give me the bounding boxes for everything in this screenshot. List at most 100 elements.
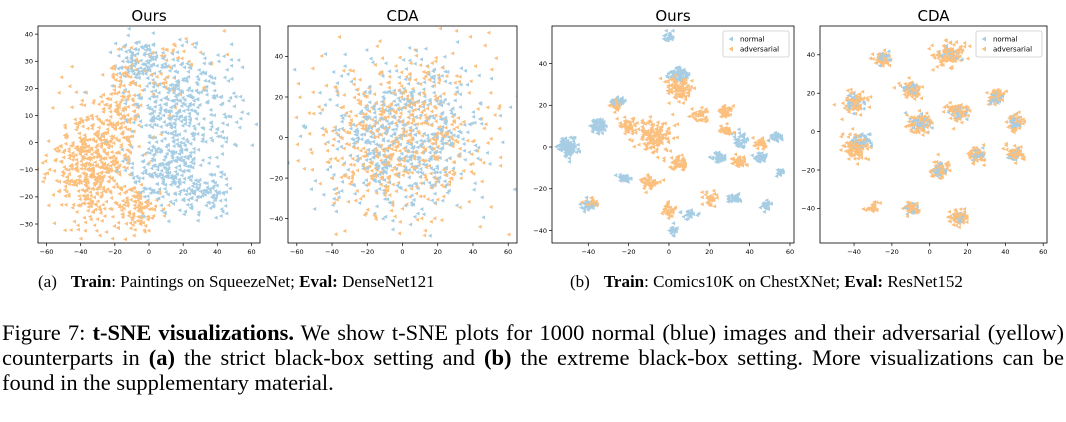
scatter-point-normal	[154, 123, 159, 128]
scatter-point-normal	[158, 124, 163, 129]
scatter-point-normal	[183, 118, 187, 123]
scatter-point-normal	[477, 101, 482, 105]
scatter-point-normal	[397, 99, 402, 103]
scatter-point-adversarial	[221, 28, 226, 33]
scatter-point-normal	[410, 146, 414, 151]
scatter-point-adversarial	[97, 118, 101, 123]
scatter-point-adversarial	[683, 77, 688, 82]
scatter-point-adversarial	[700, 195, 704, 200]
scatter-point-normal	[412, 61, 417, 66]
scatter-point-adversarial	[75, 145, 79, 150]
scatter-point-normal	[180, 158, 184, 163]
scatter-point-adversarial	[128, 226, 133, 231]
scatter-point-normal	[208, 136, 213, 141]
plot-b-ours: Ours −40 −20 0 20 40 60 −40 −20 0 20 40 normal advers…	[530, 4, 798, 256]
x-tick-label: 0	[667, 248, 671, 256]
scatter-point-normal	[195, 218, 200, 223]
scatter-point-normal	[147, 58, 152, 63]
scatter-point-normal	[207, 186, 212, 191]
scatter-point-normal	[113, 41, 118, 46]
scatter-point-adversarial	[373, 147, 378, 152]
scatter-point-adversarial	[425, 64, 430, 69]
scatter-point-normal	[414, 140, 419, 145]
scatter-point-normal	[396, 96, 400, 101]
scatter-point-normal	[178, 140, 183, 145]
scatter-point-adversarial	[82, 140, 86, 145]
scatter-point-adversarial	[201, 86, 206, 91]
scatter-point-adversarial	[479, 179, 484, 184]
scatter-point-normal	[238, 116, 243, 121]
scatter-point-adversarial	[62, 123, 67, 128]
scatter-point-normal	[368, 134, 373, 139]
scatter-point-normal	[434, 135, 439, 140]
scatter-point-adversarial	[118, 121, 123, 126]
scatter-point-adversarial	[122, 105, 127, 110]
scatter-point-adversarial	[714, 195, 719, 200]
scatter-point-normal	[179, 104, 184, 108]
scatter-point-normal	[152, 81, 157, 86]
scatter-point-normal	[769, 201, 773, 206]
scatter-point-normal	[151, 163, 156, 168]
scatter-point-adversarial	[441, 194, 446, 199]
scatter-point-adversarial	[122, 190, 127, 195]
scatter-point-normal	[759, 151, 764, 156]
scatter-point-adversarial	[62, 165, 66, 170]
scatter-point-adversarial	[118, 112, 122, 116]
y-tick-label: 20	[25, 85, 33, 93]
scatter-point-adversarial	[433, 55, 438, 60]
scatter-point-adversarial	[378, 182, 383, 187]
scatter-point-normal	[758, 155, 762, 160]
scatter-point-adversarial	[920, 85, 924, 89]
scatter-point-adversarial	[412, 156, 416, 161]
scatter-point-normal	[168, 109, 173, 114]
scatter-point-adversarial	[346, 175, 350, 180]
scatter-point-normal	[161, 157, 166, 162]
scatter-point-adversarial	[669, 87, 673, 92]
scatter-point-normal	[140, 176, 145, 181]
scatter-point-adversarial	[960, 48, 965, 53]
scatter-point-adversarial	[60, 173, 65, 178]
scatter-point-adversarial	[676, 94, 681, 99]
scatter-point-normal	[461, 142, 466, 146]
scatter-point-adversarial	[110, 124, 115, 129]
scatter-point-adversarial	[919, 96, 923, 101]
scatter-point-normal	[352, 183, 356, 188]
scatter-point-adversarial	[712, 192, 716, 196]
scatter-point-normal	[161, 179, 165, 184]
scatter-point-normal	[138, 66, 143, 70]
scatter-point-adversarial	[430, 61, 434, 66]
scatter-point-normal	[427, 144, 431, 149]
scatter-point-normal	[339, 119, 344, 124]
scatter-point-adversarial	[689, 107, 694, 111]
scatter-point-adversarial	[342, 93, 346, 97]
scatter-point-adversarial	[135, 205, 140, 210]
scatter-point-adversarial	[362, 126, 367, 131]
scatter-point-adversarial	[132, 227, 137, 232]
scatter-point-adversarial	[935, 152, 940, 157]
scatter-point-normal	[133, 75, 138, 80]
scatter-point-adversarial	[77, 194, 81, 198]
scatter-point-adversarial	[712, 204, 717, 209]
scatter-point-normal	[196, 147, 201, 152]
scatter-point-adversarial	[353, 123, 358, 128]
scatter-point-adversarial	[420, 158, 424, 163]
scatter-point-normal	[228, 114, 233, 119]
scatter-point-normal	[202, 56, 207, 61]
scatter-point-adversarial	[723, 129, 727, 134]
scatter-point-normal	[408, 157, 413, 162]
scatter-point-adversarial	[687, 87, 692, 92]
scatter-point-normal	[334, 103, 339, 108]
scatter-point-adversarial	[178, 92, 182, 97]
scatter-point-normal	[173, 114, 178, 119]
y-tick-label: 0	[29, 139, 33, 147]
scatter-point-normal	[396, 119, 401, 124]
scatter-point-adversarial	[381, 126, 386, 131]
scatter-point-normal	[195, 82, 200, 87]
scatter-point-adversarial	[648, 114, 652, 119]
scatter-point-adversarial	[348, 162, 353, 167]
scatter-point-adversarial	[726, 126, 731, 131]
scatter-point-adversarial	[77, 131, 81, 136]
scatter-point-adversarial	[42, 176, 47, 180]
scatter-point-adversarial	[397, 149, 402, 153]
scatter-point-normal	[670, 225, 675, 230]
